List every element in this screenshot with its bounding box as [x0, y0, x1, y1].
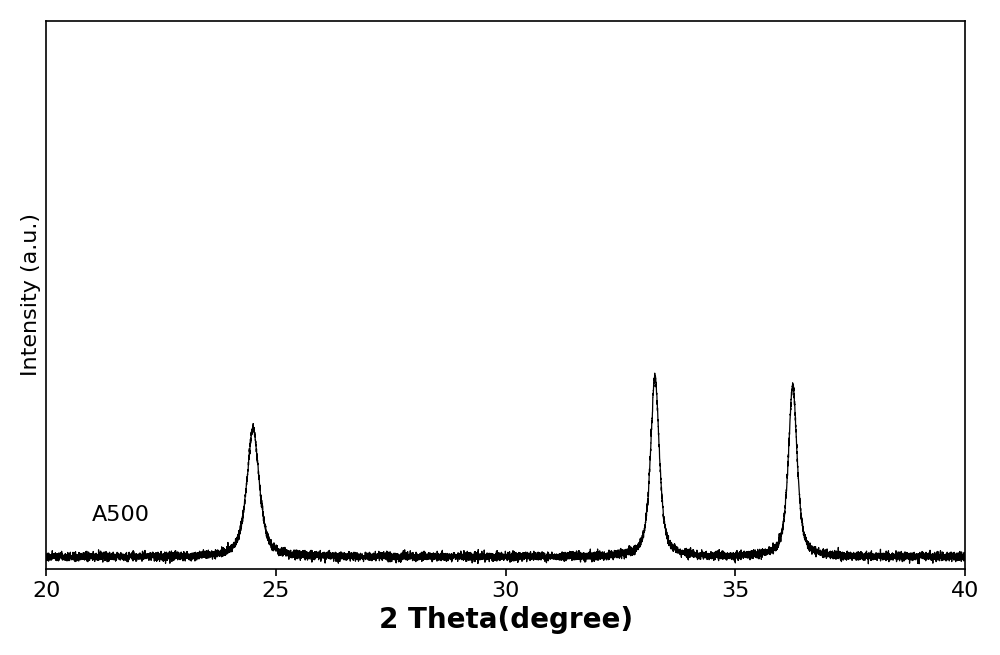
X-axis label: 2 Theta(degree): 2 Theta(degree) — [379, 606, 633, 634]
Y-axis label: Intensity (a.u.): Intensity (a.u.) — [21, 214, 41, 377]
Text: A500: A500 — [92, 505, 150, 525]
